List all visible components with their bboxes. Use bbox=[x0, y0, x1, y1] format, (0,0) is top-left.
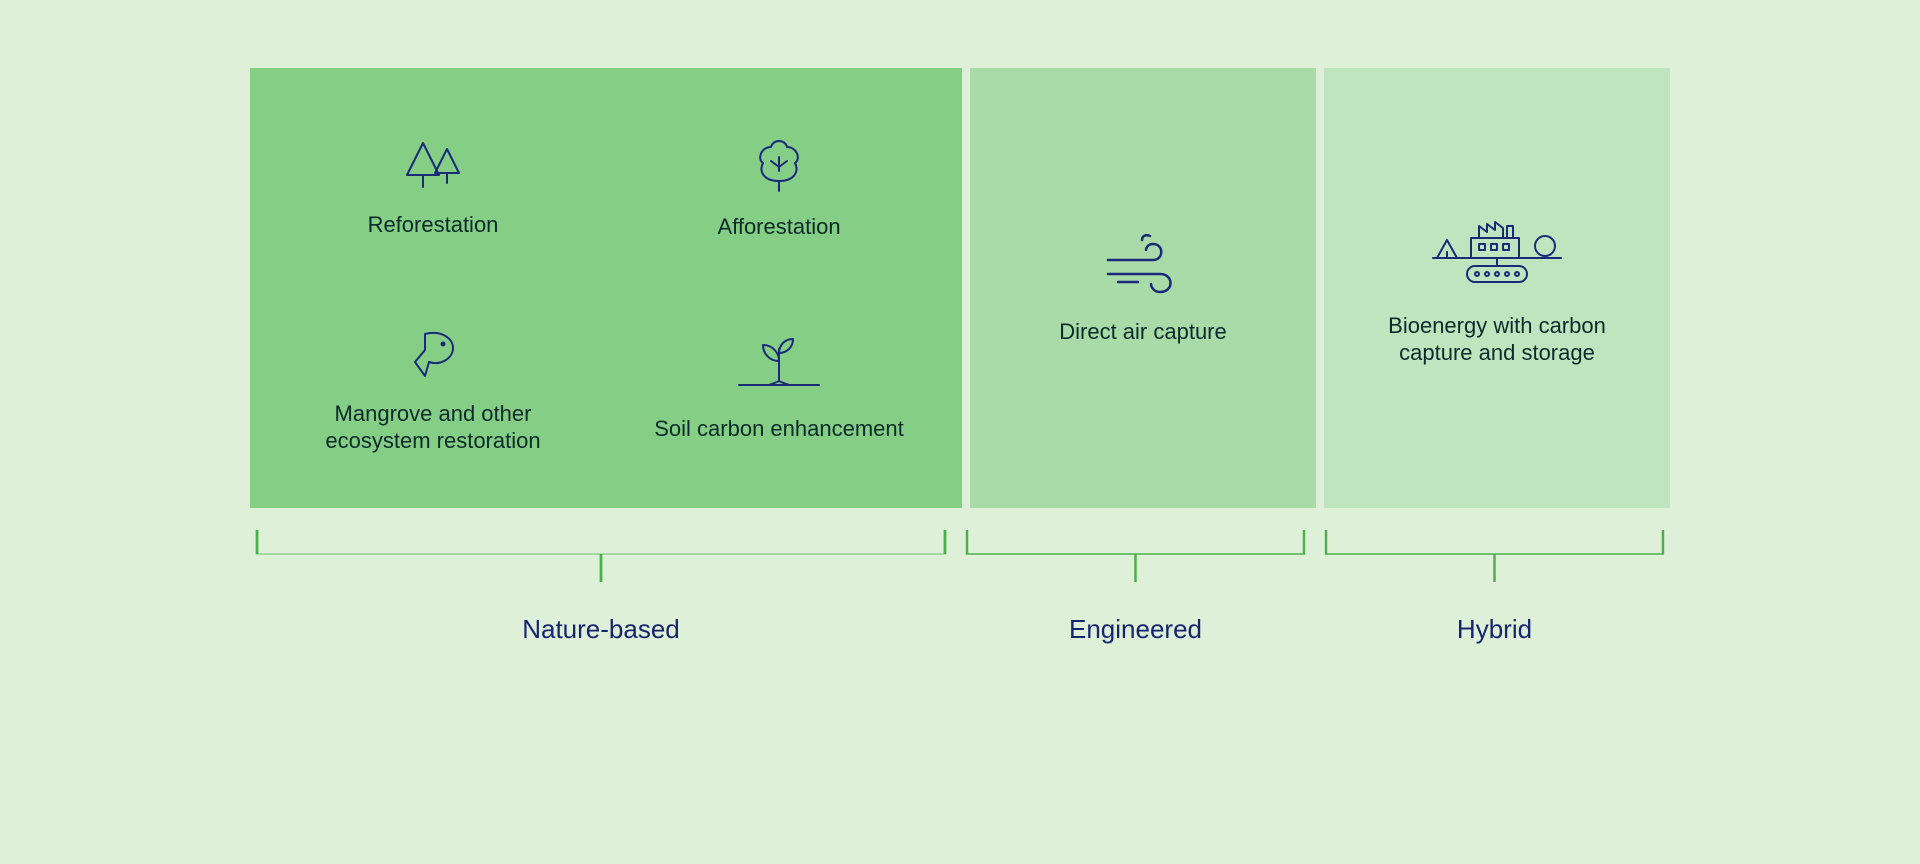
bracket-icon bbox=[250, 526, 952, 586]
panel-engineered: Direct air capture bbox=[970, 68, 1316, 508]
infographic-canvas: Reforestation Afforestation bbox=[160, 0, 1760, 720]
label-soil: Soil carbon enhancement bbox=[654, 415, 904, 443]
panel-nature: Reforestation Afforestation bbox=[250, 68, 962, 508]
label-dac: Direct air capture bbox=[1059, 318, 1227, 346]
category-label-nature: Nature-based bbox=[522, 614, 680, 645]
pine-trees-icon bbox=[397, 137, 469, 193]
bracket-icon bbox=[1319, 526, 1670, 586]
item-reforestation: Reforestation bbox=[260, 137, 606, 239]
label-mangrove: Mangrove and other ecosystem restoration bbox=[303, 400, 563, 455]
label-afforestation: Afforestation bbox=[717, 213, 840, 241]
category-label-hybrid: Hybrid bbox=[1457, 614, 1532, 645]
item-mangrove: Mangrove and other ecosystem restoration bbox=[260, 322, 606, 455]
panels-row: Reforestation Afforestation bbox=[250, 68, 1670, 508]
item-beccs: Bioenergy with carbon capture and storag… bbox=[1324, 210, 1670, 367]
round-tree-icon bbox=[749, 135, 809, 195]
factory-landscape-icon bbox=[1427, 210, 1567, 294]
fish-icon bbox=[401, 322, 465, 382]
panel-hybrid: Bioenergy with carbon capture and storag… bbox=[1324, 68, 1670, 508]
bracket-icon bbox=[960, 526, 1311, 586]
sprout-icon bbox=[729, 333, 829, 397]
item-soil: Soil carbon enhancement bbox=[606, 333, 952, 443]
label-reforestation: Reforestation bbox=[368, 211, 499, 239]
bracket-engineered: Engineered bbox=[960, 526, 1311, 645]
item-dac: Direct air capture bbox=[970, 230, 1316, 346]
bracket-hybrid: Hybrid bbox=[1319, 526, 1670, 645]
label-beccs: Bioenergy with carbon capture and storag… bbox=[1367, 312, 1627, 367]
bracket-nature: Nature-based bbox=[250, 526, 952, 645]
brackets-row: Nature-based Engineered Hybrid bbox=[250, 526, 1670, 645]
item-afforestation: Afforestation bbox=[606, 135, 952, 241]
category-label-engineered: Engineered bbox=[1069, 614, 1202, 645]
wind-icon bbox=[1098, 230, 1188, 300]
